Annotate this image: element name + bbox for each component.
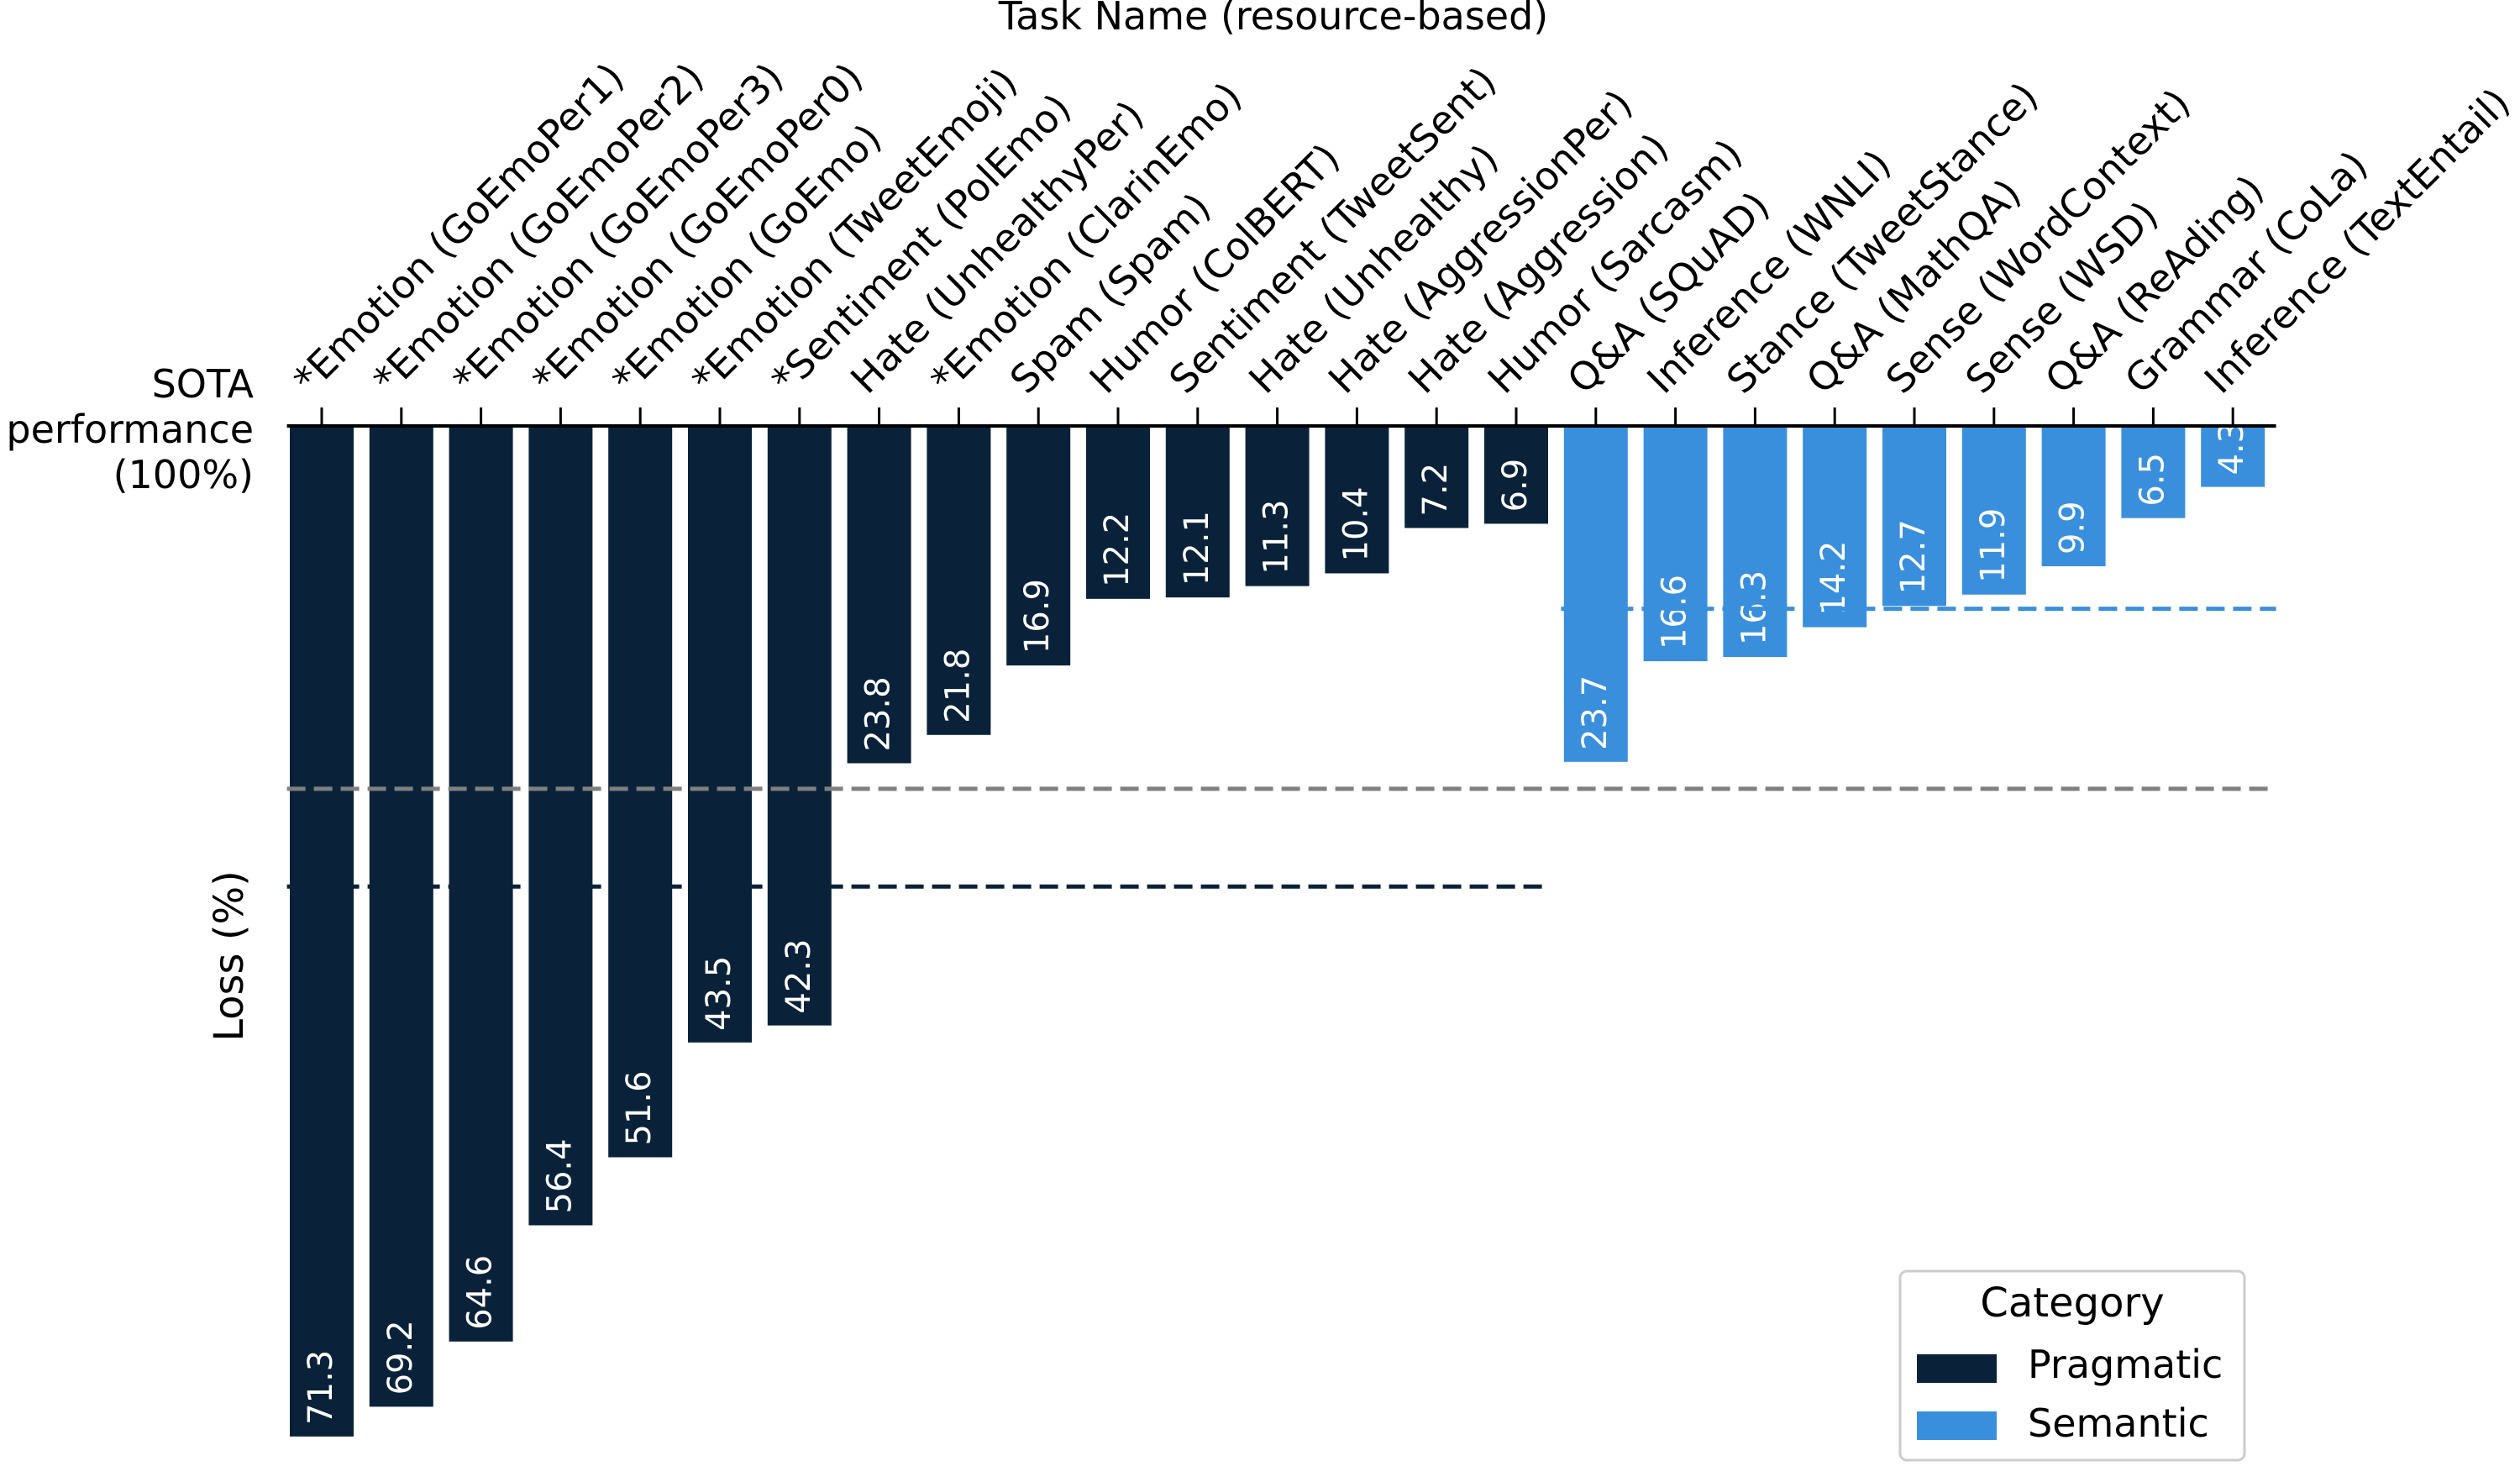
bar-value-label-10: 16.9	[1018, 579, 1057, 654]
bar-9	[927, 426, 991, 735]
category-ticks	[320, 407, 2234, 426]
bar-14	[1325, 426, 1389, 574]
bar-value-labels: 71.3 69.2 64.6 56.4 51.6 43.5 42.3 23.8 21.8 16.9…	[302, 422, 2251, 1425]
legend-title: Category	[1980, 1280, 2164, 1327]
reference-lines	[286, 607, 2276, 889]
baseline-label: SOTA performance (100%)	[6, 361, 254, 497]
bar-value-label-13: 11.3	[1257, 500, 1296, 575]
bar-19	[1723, 426, 1788, 657]
bar-1	[290, 426, 354, 1437]
legend-swatch-semantic	[1917, 1411, 1997, 1440]
bar-value-label-2: 69.2	[381, 1320, 420, 1395]
bar-value-label-23: 9.9	[2054, 501, 2092, 554]
bar-value-label-15: 7.2	[1416, 463, 1455, 517]
bar-20	[1803, 426, 1867, 628]
bar-7	[767, 426, 832, 1026]
bar-11	[1086, 426, 1150, 599]
bar-value-label-6: 43.5	[700, 956, 738, 1031]
bar-23	[2041, 426, 2106, 567]
bar-5	[608, 426, 673, 1158]
bar-value-label-17: 23.7	[1576, 675, 1614, 750]
bar-2	[369, 426, 433, 1407]
bar-18	[1643, 426, 1708, 662]
bar-value-label-16: 6.9	[1496, 459, 1535, 512]
bar-value-label-21: 12.7	[1894, 519, 1933, 594]
bar-value-label-1: 71.3	[302, 1350, 340, 1425]
baseline-label-line-3: (100%)	[113, 452, 254, 497]
bar-15	[1404, 426, 1469, 528]
bar-value-label-5: 51.6	[620, 1070, 659, 1145]
legend-label-semantic: Semantic	[2028, 1401, 2209, 1446]
bar-value-label-7: 42.3	[780, 939, 818, 1014]
bar-10	[1006, 426, 1071, 666]
bar-16	[1484, 426, 1548, 524]
bar-21	[1882, 426, 1946, 607]
baseline-label-line-1: SOTA	[152, 361, 255, 407]
bar-value-label-4: 56.4	[540, 1138, 579, 1213]
bar-value-label-12: 12.1	[1178, 511, 1216, 586]
bar-22	[1961, 426, 2026, 595]
bar-4	[528, 426, 593, 1226]
baseline-label-line-2: performance	[6, 407, 254, 452]
bar-value-label-22: 11.9	[1974, 508, 2013, 583]
bar-17	[1563, 426, 1628, 762]
bar-value-label-9: 21.8	[938, 649, 977, 723]
bar-value-label-8: 23.8	[859, 676, 898, 751]
category-labels: *Emotion (GoEmoPer1)*Emotion (GoEmoPer2)…	[285, 54, 2519, 402]
bar-value-label-24: 6.5	[2133, 453, 2171, 507]
chart-title: Task Name (resource-based)	[998, 0, 1549, 39]
bar-24	[2121, 426, 2186, 518]
bar-value-label-25: 4.3	[2213, 422, 2251, 476]
bars	[290, 426, 2265, 1437]
bar-value-label-3: 64.6	[461, 1255, 500, 1330]
bar-12	[1165, 426, 1230, 598]
bar-3	[449, 426, 513, 1342]
bar-value-label-20: 14.2	[1814, 540, 1853, 615]
y-axis-label: Loss (%)	[206, 870, 253, 1042]
bar-value-label-11: 12.2	[1098, 512, 1137, 587]
category-label-25: Inference (TextEntail)	[2196, 79, 2518, 402]
legend-label-pragmatic: Pragmatic	[2028, 1342, 2223, 1387]
legend-swatch-pragmatic	[1917, 1354, 1997, 1383]
bar-25	[2201, 426, 2265, 487]
bar-value-label-18: 16.6	[1656, 575, 1694, 649]
bar-value-label-14: 10.4	[1336, 486, 1375, 561]
legend: Category Pragmatic Semantic	[1898, 1269, 2246, 1462]
bar-8	[847, 426, 911, 764]
bar-13	[1245, 426, 1310, 586]
bar-6	[688, 426, 752, 1043]
